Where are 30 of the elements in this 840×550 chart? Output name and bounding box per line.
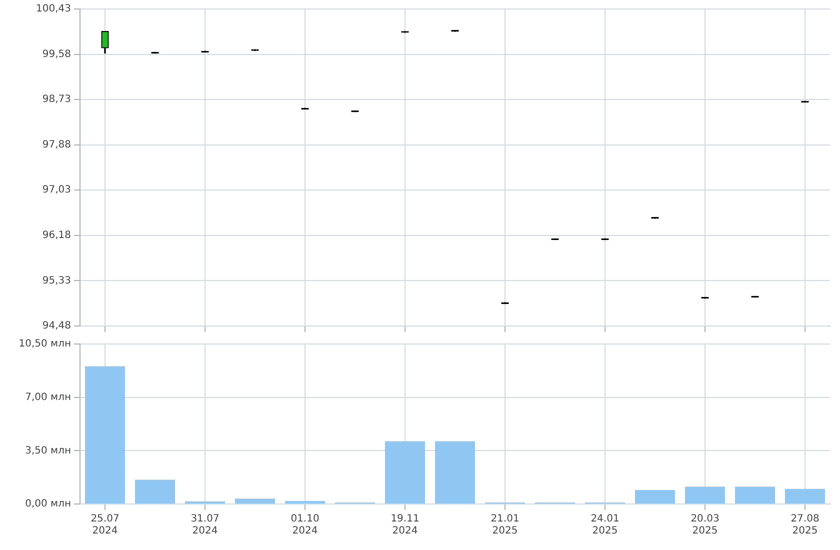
x-tick-label: 24.01 2025	[590, 514, 620, 537]
y-tick-label: 7,00 млн	[25, 392, 71, 403]
y-tick-label: 95,33	[42, 275, 71, 286]
bar	[235, 498, 275, 504]
x-tick-label: 25.07 2024	[90, 514, 120, 537]
y-tick-label: 100,43	[36, 4, 71, 15]
y-tick-label: 99,58	[42, 48, 71, 60]
bar	[285, 500, 325, 504]
bar	[135, 480, 175, 504]
bar	[385, 441, 425, 504]
y-tick-label: 0,00 млн	[25, 498, 71, 510]
x-tick-label: 01.10 2024	[290, 514, 320, 537]
y-tick-label: 3,50 млн	[25, 445, 71, 456]
bar	[635, 490, 675, 504]
y-tick-label: 97,03	[42, 184, 71, 196]
y-tick-label: 10,50 млн	[18, 338, 71, 350]
bar	[785, 488, 825, 504]
y-tick-label: 96,18	[42, 230, 71, 242]
y-tick-label: 94,48	[42, 320, 71, 332]
x-tick-label: 21.01 2025	[490, 514, 520, 537]
y-tick-label: 98,73	[42, 94, 71, 106]
x-tick-label: 19.11 2024	[390, 514, 420, 537]
bar	[735, 486, 775, 504]
bar	[435, 441, 475, 504]
bar	[685, 486, 725, 504]
y-tick-label: 97,88	[42, 139, 71, 150]
bar	[85, 366, 125, 504]
x-tick-label: 20.03 2025	[690, 514, 720, 537]
x-tick-label: 27.08 2025	[790, 514, 820, 537]
x-tick-label: 31.07 2024	[190, 514, 220, 537]
